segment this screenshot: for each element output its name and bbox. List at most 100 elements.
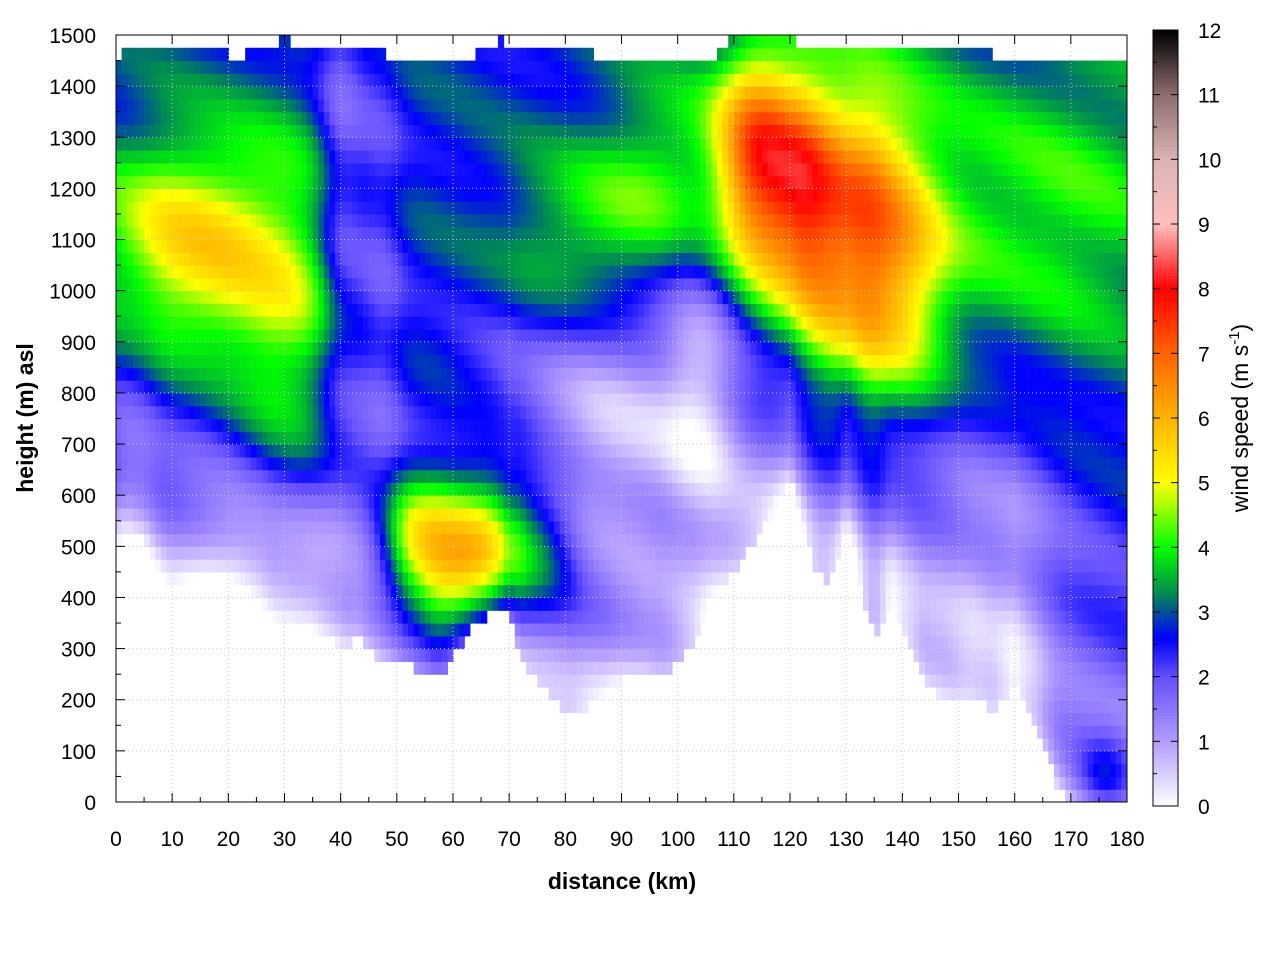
heat-cell: [542, 47, 550, 62]
heat-cell: [688, 597, 696, 611]
heat-cell: [430, 162, 437, 177]
heat-cell: [222, 265, 229, 279]
heat-cell: [453, 559, 460, 573]
heat-cell: [554, 303, 561, 317]
heat-cell: [301, 201, 308, 215]
heat-cell: [413, 367, 420, 381]
heat-cell: [548, 520, 555, 535]
heat-cell: [615, 73, 623, 87]
heat-cell: [250, 341, 258, 356]
heat-cell: [570, 623, 578, 637]
heat-cell: [436, 86, 443, 100]
heat-cell: [385, 201, 392, 215]
heat-cell: [559, 111, 566, 126]
heat-cell: [542, 495, 550, 509]
heat-cell: [278, 111, 286, 126]
heat-cell: [335, 418, 342, 432]
heat-cell: [509, 610, 516, 624]
heat-cell: [559, 623, 566, 637]
heat-cell: [172, 111, 179, 126]
heat-cell: [621, 405, 628, 420]
heat-cell: [424, 571, 432, 586]
heat-cell: [520, 213, 527, 228]
heat-cell: [351, 201, 359, 215]
heat-cell: [509, 392, 516, 407]
heat-cell: [531, 265, 538, 279]
heat-cell: [722, 201, 729, 215]
heat-cell: [374, 277, 381, 292]
heat-cell: [526, 469, 533, 484]
heat-cell: [245, 60, 252, 74]
heat-cell: [273, 329, 280, 343]
heat-cell: [160, 469, 168, 484]
heat-cell: [711, 86, 718, 100]
heat-cell: [323, 98, 331, 113]
heat-cell: [458, 98, 465, 113]
heat-cell: [177, 431, 184, 445]
heat-cell: [278, 623, 286, 637]
heat-cell: [267, 329, 274, 343]
heat-cell: [194, 469, 201, 484]
heat-cell: [379, 162, 387, 177]
heat-cell: [677, 239, 684, 253]
heat-cell: [408, 175, 415, 189]
heat-cell: [520, 482, 527, 496]
heat-cell: [172, 73, 179, 87]
heat-cell: [683, 188, 690, 202]
heat-cell: [582, 239, 589, 253]
heat-cell: [166, 367, 173, 381]
heat-cell: [660, 341, 668, 356]
heat-cell: [565, 290, 572, 305]
heat-cell: [554, 380, 561, 394]
heat-cell: [688, 162, 696, 177]
heat-cell: [408, 418, 415, 432]
heat-cell: [632, 98, 639, 113]
heat-cell: [716, 175, 724, 189]
heat-cell: [200, 290, 207, 305]
heat-cell: [537, 482, 544, 496]
heat-cell: [486, 316, 493, 330]
heat-cell: [357, 47, 364, 62]
heat-cell: [509, 316, 516, 330]
heat-cell: [548, 60, 555, 74]
heat-cell: [464, 98, 471, 113]
heat-cell: [267, 456, 274, 471]
heat-cell: [593, 559, 600, 573]
heat-cell: [643, 341, 651, 356]
heat-cell: [677, 226, 684, 241]
heat-cell: [290, 201, 297, 215]
heat-cell: [711, 73, 718, 87]
heat-cell: [160, 533, 168, 547]
heat-cell: [290, 213, 297, 228]
heat-cell: [121, 111, 128, 126]
heat-cell: [200, 226, 207, 241]
heat-cell: [453, 124, 460, 138]
heat-cell: [576, 648, 583, 662]
heat-cell: [627, 239, 634, 253]
heat-cell: [194, 47, 201, 62]
heat-cell: [385, 495, 392, 509]
heat-cell: [205, 188, 213, 202]
heat-cell: [688, 469, 696, 484]
heat-cell: [441, 316, 448, 330]
heat-cell: [183, 86, 190, 100]
heat-cell: [722, 303, 729, 317]
heat-cell: [604, 444, 611, 458]
heat-cell: [475, 137, 482, 151]
heat-cell: [306, 124, 314, 138]
heat-cell: [408, 648, 415, 662]
heat-cell: [430, 635, 437, 650]
heat-cell: [632, 290, 639, 305]
heat-cell: [475, 265, 482, 279]
heat-cell: [643, 431, 651, 445]
heat-cell: [638, 635, 645, 650]
heat-cell: [548, 635, 555, 650]
heat-cell: [177, 469, 184, 484]
heat-cell: [705, 546, 712, 560]
heat-cell: [565, 124, 572, 138]
heat-cell: [250, 418, 258, 432]
heat-cell: [711, 290, 718, 305]
heat-cell: [638, 188, 645, 202]
heat-cell: [548, 610, 555, 624]
heat-cell: [233, 226, 241, 241]
